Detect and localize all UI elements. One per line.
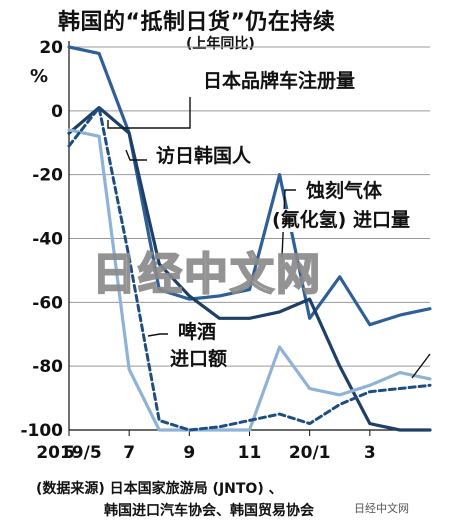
y-tick-label: -100 — [20, 421, 63, 441]
leader-line — [147, 333, 168, 337]
leader-line — [281, 189, 296, 258]
y-tick-label: -60 — [32, 293, 63, 313]
chart-title: 韩国的“抵制日货”仍在持续 — [58, 10, 336, 35]
annotation-leaders — [107, 97, 431, 379]
chart-subtitle: (上年同比) — [186, 36, 255, 52]
source-line-1: (数据来源) 日本国家旅游局 (JNTO) 、 — [36, 481, 283, 497]
y-tick-label: -80 — [32, 357, 63, 377]
annotation-gas-line2: (氟化氢) 进口量 — [272, 209, 410, 232]
annotation-gas-line1: 蚀刻气体 — [306, 180, 383, 203]
x-tick-label: 9 — [183, 443, 195, 463]
annotation-car-registrations: 日本品牌车注册量 — [203, 70, 356, 93]
x-tick-label: 2019/5 — [36, 443, 101, 463]
chart-grid — [68, 41, 430, 431]
y-tick-label: -40 — [32, 230, 63, 250]
annotation-visitors: 访日韩国人 — [156, 145, 252, 168]
chart-series — [67, 45, 432, 432]
x-tick-label: 3 — [364, 443, 376, 463]
x-tick-label: 7 — [123, 443, 135, 463]
x-tick-label: 11 — [238, 443, 262, 463]
annotation-beer-line1: 啤酒 — [178, 321, 217, 344]
y-axis-unit: % — [30, 66, 49, 87]
y-tick-label: 0 — [51, 102, 63, 122]
y-axis-ticks: 20 0 -20 -40 -60 -80 -100 — [20, 38, 63, 441]
publisher-logo: 日经中文网 — [354, 502, 409, 515]
y-tick-label: 20 — [39, 38, 63, 58]
watermark: 日经中文网 — [91, 248, 322, 301]
leader-line — [107, 97, 191, 129]
x-axis-ticks: 2019/5 7 9 11 20/1 3 5 — [36, 430, 376, 463]
leader-line — [411, 353, 431, 379]
leader-line — [125, 149, 147, 161]
y-tick-label: -20 — [32, 166, 63, 186]
x-tick-label: 5 — [63, 443, 75, 463]
source-line-2: 韩国进口汽车协会、韩国贸易协会 — [104, 503, 314, 519]
x-tick-label: 20/1 — [289, 443, 331, 463]
annotation-beer-line2: 进口额 — [170, 348, 228, 371]
